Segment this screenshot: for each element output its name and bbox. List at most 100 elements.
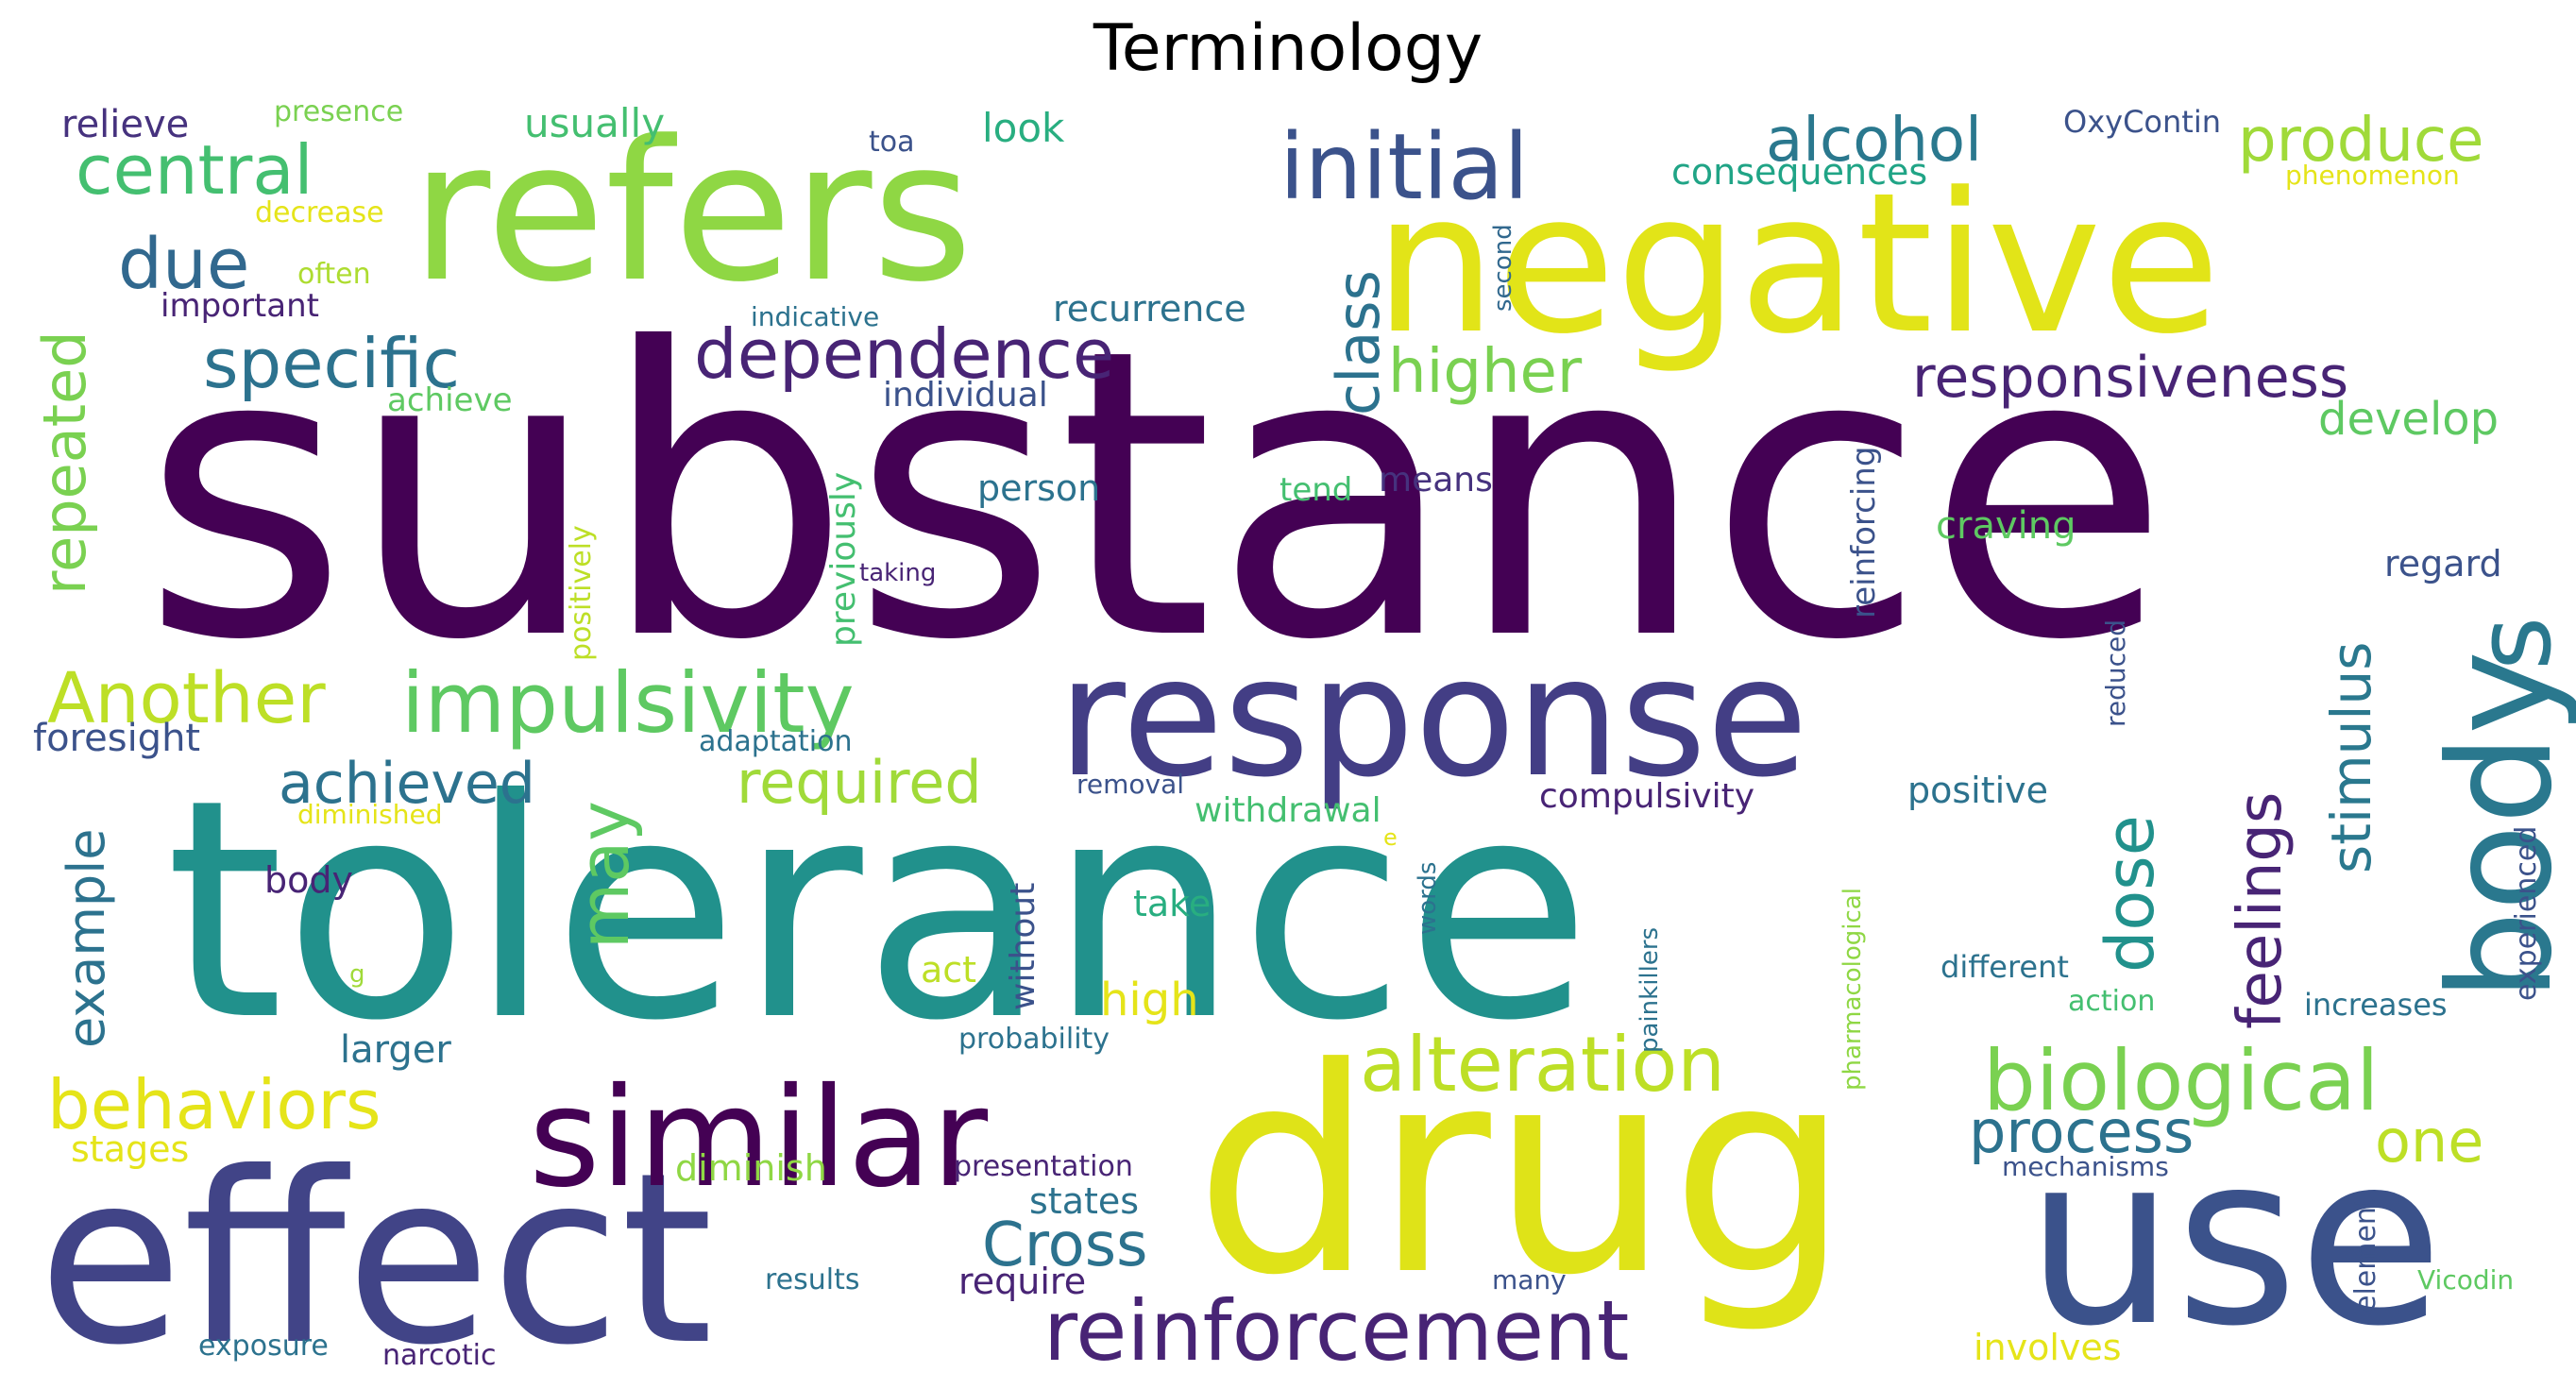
word-vicodin: Vicodin — [2417, 1264, 2514, 1296]
word-stages: stages — [71, 1128, 189, 1170]
word-adaptation: adaptation — [699, 725, 852, 758]
word-decrease: decrease — [255, 196, 384, 229]
chart-title: Terminology — [1093, 11, 1483, 86]
word-painkillers: painkillers — [1635, 927, 1664, 1053]
word-dose: dose — [2092, 815, 2169, 973]
word-s: s — [2453, 617, 2574, 670]
word-removal: removal — [1076, 769, 1184, 800]
word-experienced: experienced — [2510, 826, 2543, 1001]
word-repeated: repeated — [30, 330, 99, 595]
word-taking: taking — [859, 559, 936, 587]
word-individual: individual — [883, 376, 1048, 415]
word-means: means — [1379, 461, 1493, 500]
word-g: g — [349, 960, 365, 989]
word-mechanisms: mechanisms — [2002, 1151, 2169, 1182]
word-craving: craving — [1936, 504, 2076, 548]
word-substance: substance — [142, 265, 2170, 727]
word-dependence: dependence — [694, 314, 1114, 394]
word-larger: larger — [340, 1028, 451, 1072]
word-results: results — [765, 1263, 860, 1296]
word-behaviors: behaviors — [47, 1065, 381, 1144]
word-achieve: achieve — [387, 381, 512, 419]
word-toa: toa — [869, 126, 915, 159]
word-cross: Cross — [982, 1211, 1147, 1280]
word-responsiveness: responsiveness — [1912, 345, 2348, 411]
word-specific: specific — [203, 324, 460, 403]
word-usually: usually — [524, 100, 665, 146]
word-compulsivity: compulsivity — [1539, 777, 1754, 816]
word-element: element — [2349, 1195, 2382, 1313]
word-tolerance: tolerance — [165, 736, 1591, 1087]
word-drug: drug — [1195, 1008, 1850, 1337]
word-involves: involves — [1974, 1327, 2122, 1368]
word-person: person — [977, 467, 1100, 509]
word-relieve: relieve — [61, 103, 189, 146]
word-effect: effect — [38, 1122, 713, 1389]
word-different: different — [1940, 949, 2069, 985]
word-phenomenon: phenomenon — [2285, 160, 2460, 191]
word-alteration: alteration — [1360, 1021, 1725, 1109]
word-produce: produce — [2238, 106, 2483, 176]
word-look: look — [982, 105, 1065, 151]
word-states: states — [1029, 1180, 1139, 1222]
word-central: central — [76, 130, 313, 210]
word-achieved: achieved — [279, 751, 535, 817]
word-feelings: feelings — [2226, 792, 2296, 1029]
word-probability: probability — [958, 1023, 1110, 1056]
word-diminished: diminished — [297, 799, 442, 830]
word-important: important — [161, 287, 319, 325]
word-recurrence: recurrence — [1053, 288, 1246, 330]
word-action: action — [2068, 985, 2155, 1018]
word-withdrawal: withdrawal — [1195, 791, 1381, 830]
word-previously: previously — [824, 472, 863, 647]
word-increases: increases — [2304, 987, 2448, 1023]
word-reinforcing: reinforcing — [1845, 447, 1883, 618]
word-impulsivity: impulsivity — [401, 654, 855, 752]
word-alcohol: alcohol — [1766, 106, 1982, 176]
word-pharmacological: pharmacological — [1839, 888, 1867, 1091]
word-often: often — [297, 258, 371, 291]
word-take: take — [1133, 883, 1211, 924]
word-e: e — [1383, 824, 1398, 851]
word-develop: develop — [2318, 393, 2499, 446]
word-use: use — [2025, 1103, 2444, 1378]
word-reduced: reduced — [2100, 619, 2131, 727]
word-act: act — [921, 949, 976, 991]
word-positively: positively — [565, 525, 598, 661]
word-indicative: indicative — [751, 301, 879, 332]
word-words: words — [1414, 862, 1442, 935]
word-body: body — [264, 859, 353, 901]
word-refers: refers — [411, 100, 973, 325]
word-exposure: exposure — [198, 1330, 329, 1363]
word-stimulus: stimulus — [2319, 642, 2383, 873]
word-class: class — [1324, 270, 1393, 415]
word-example: example — [57, 829, 116, 1048]
word-tend: tend — [1280, 471, 1352, 509]
word-require: require — [958, 1261, 1086, 1302]
word-due: due — [118, 224, 249, 305]
word-initial: initial — [1280, 114, 1529, 220]
word-required: required — [737, 748, 982, 817]
word-second: second — [1489, 224, 1517, 312]
word-high: high — [1100, 974, 1199, 1026]
word-narcotic: narcotic — [382, 1339, 497, 1372]
word-body: body — [2419, 651, 2576, 1001]
word-without: without — [1004, 883, 1042, 1010]
word-process: process — [1969, 1097, 2194, 1166]
word-regard: regard — [2384, 543, 2502, 584]
word-positive: positive — [1907, 770, 2048, 811]
word-reinforcement: reinforcement — [1043, 1282, 1629, 1380]
word-presentation: presentation — [954, 1150, 1133, 1183]
word-presence: presence — [274, 95, 403, 128]
word-may: may — [565, 801, 644, 949]
word-many: many — [1492, 1264, 1567, 1296]
word-negative: negative — [1374, 152, 2221, 377]
word-biological: biological — [1983, 1032, 2380, 1129]
word-similar: similar — [529, 1059, 989, 1218]
word-consequences: consequences — [1671, 151, 1927, 193]
word-one: one — [2375, 1107, 2483, 1176]
word-foresight: foresight — [33, 717, 200, 760]
word-response: response — [1058, 622, 1808, 814]
word-another: Another — [47, 658, 326, 739]
word-diminish: diminish — [675, 1147, 827, 1189]
